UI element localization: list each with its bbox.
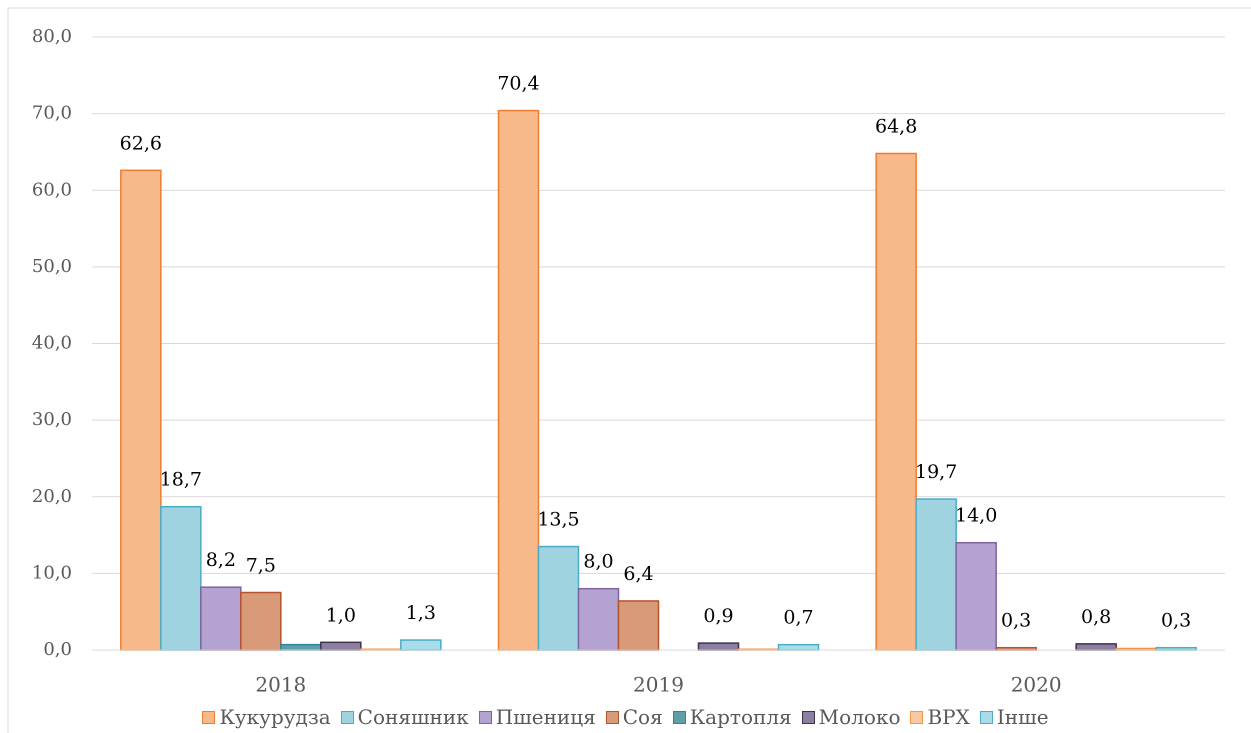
- bar: [497, 109, 540, 651]
- value-label: 13,5: [537, 509, 579, 531]
- y-tick-label: 0,0: [43, 639, 72, 660]
- legend-label: Картопля: [689, 705, 792, 729]
- legend-label: Соняшник: [357, 705, 469, 729]
- legend-item: Кукурудза: [202, 705, 331, 729]
- legend-swatch: [202, 710, 216, 724]
- x-tick-label: 2019: [633, 673, 684, 697]
- legend: Кукурудза Соняшник Пшениця Соя Картопля Молок…: [0, 705, 1251, 729]
- legend-label: ВРХ: [927, 705, 970, 729]
- legend-item: ВРХ: [910, 705, 970, 729]
- bar: [1075, 643, 1117, 651]
- bar: [400, 639, 442, 651]
- y-tick-label: 40,0: [32, 333, 72, 354]
- legend-item: Картопля: [672, 705, 792, 729]
- value-label: 14,0: [955, 505, 997, 527]
- bar: [955, 541, 997, 651]
- y-tick-label: 10,0: [32, 562, 72, 583]
- value-label: 62,6: [120, 132, 162, 154]
- bar: [537, 545, 580, 651]
- legend-label: Молоко: [818, 705, 901, 729]
- value-label: 0,3: [1161, 610, 1191, 632]
- legend-item: Молоко: [801, 705, 901, 729]
- value-label: 0,8: [1081, 606, 1111, 628]
- legend-item: Інше: [979, 705, 1049, 729]
- y-tick-label: 70,0: [32, 103, 72, 124]
- legend-label: Кукурудза: [219, 705, 331, 729]
- x-tick-label: 2020: [1011, 673, 1062, 697]
- bar: [777, 643, 820, 651]
- legend-label: Пшениця: [495, 705, 596, 729]
- y-tick-label: 60,0: [32, 179, 72, 200]
- value-label: 0,9: [703, 605, 733, 627]
- value-label: 7,5: [246, 555, 276, 577]
- value-label: 1,0: [326, 604, 356, 626]
- value-label: 6,4: [623, 563, 653, 585]
- value-label: 70,4: [497, 73, 539, 95]
- value-label: 0,3: [1001, 610, 1031, 632]
- legend-swatch: [340, 710, 354, 724]
- legend-swatch: [979, 710, 993, 724]
- bar: [200, 586, 242, 651]
- legend-swatch: [801, 710, 815, 724]
- bar: [240, 591, 282, 651]
- bar: [697, 642, 740, 651]
- legend-swatch: [605, 710, 619, 724]
- value-label: 64,8: [875, 115, 917, 137]
- y-tick-label: 80,0: [32, 26, 72, 47]
- bar: [160, 505, 202, 651]
- legend-swatch: [478, 710, 492, 724]
- chart-border: [7, 7, 1251, 733]
- bar: [915, 498, 957, 651]
- legend-swatch: [910, 710, 924, 724]
- bar: [617, 600, 660, 651]
- value-label: 18,7: [160, 469, 202, 491]
- value-label: 8,2: [206, 549, 236, 571]
- y-tick-label: 20,0: [32, 486, 72, 507]
- legend-item: Соя: [605, 705, 663, 729]
- bar: [875, 152, 917, 651]
- y-tick-label: 30,0: [32, 409, 72, 430]
- bar: [120, 169, 162, 651]
- value-label: 8,0: [583, 551, 613, 573]
- legend-swatch: [672, 710, 686, 724]
- legend-label: Інше: [996, 705, 1049, 729]
- legend-item: Пшениця: [478, 705, 596, 729]
- bar: [280, 643, 322, 651]
- bar: [320, 641, 362, 651]
- bar: [577, 587, 620, 651]
- value-label: 0,7: [783, 607, 813, 629]
- value-label: 1,3: [406, 602, 436, 624]
- y-tick-label: 50,0: [32, 256, 72, 277]
- x-tick-label: 2018: [255, 673, 306, 697]
- legend-label: Соя: [622, 705, 663, 729]
- value-label: 19,7: [915, 461, 957, 483]
- legend-item: Соняшник: [340, 705, 469, 729]
